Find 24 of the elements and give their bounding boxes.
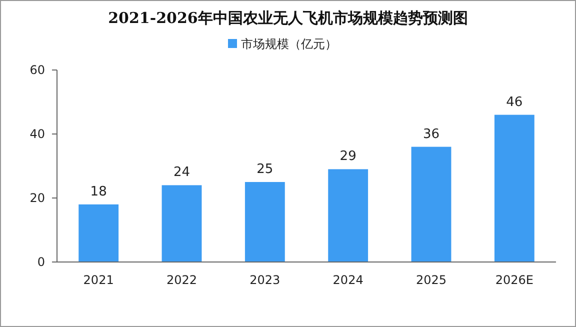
y-tick-label: 0 — [37, 255, 45, 269]
data-label: 24 — [173, 165, 190, 180]
x-tick-label: 2021 — [83, 273, 114, 287]
data-label: 46 — [506, 94, 523, 110]
x-tick-label: 2024 — [332, 273, 364, 287]
chart-title: 2021-2026年中国农业无人飞机市场规模趋势预测图 — [108, 9, 468, 27]
bar — [411, 146, 452, 262]
data-label: 29 — [340, 149, 356, 164]
bar — [162, 185, 202, 262]
x-tick-label: 2025 — [416, 273, 447, 287]
x-tick-label: 2022 — [166, 273, 198, 287]
bar — [328, 169, 368, 262]
y-tick-label: 20 — [30, 191, 45, 205]
x-tick-label: 2026E — [495, 273, 534, 287]
data-label: 36 — [422, 126, 440, 142]
bar — [494, 114, 534, 262]
data-label: 25 — [256, 162, 274, 177]
data-label: 18 — [90, 184, 107, 200]
y-tick-label: 40 — [30, 127, 45, 141]
x-tick-label: 2023 — [250, 273, 280, 287]
bar — [78, 204, 119, 262]
legend-label: 市场规模（亿元） — [241, 37, 337, 51]
bar — [244, 182, 285, 262]
y-tick-label: 60 — [30, 63, 45, 77]
